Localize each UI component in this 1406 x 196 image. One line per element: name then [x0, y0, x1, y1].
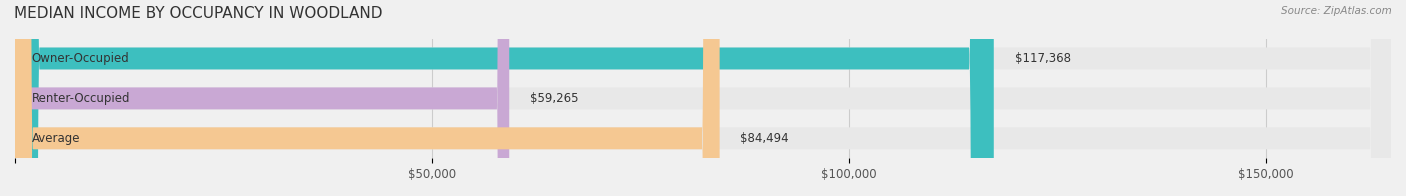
Text: $59,265: $59,265: [530, 92, 579, 105]
Text: Source: ZipAtlas.com: Source: ZipAtlas.com: [1281, 6, 1392, 16]
FancyBboxPatch shape: [15, 0, 720, 196]
FancyBboxPatch shape: [15, 0, 994, 196]
Text: Average: Average: [32, 132, 80, 145]
Text: MEDIAN INCOME BY OCCUPANCY IN WOODLAND: MEDIAN INCOME BY OCCUPANCY IN WOODLAND: [14, 6, 382, 21]
FancyBboxPatch shape: [15, 0, 1391, 196]
Text: $84,494: $84,494: [741, 132, 789, 145]
FancyBboxPatch shape: [15, 0, 509, 196]
Text: $117,368: $117,368: [1015, 52, 1070, 65]
Text: Owner-Occupied: Owner-Occupied: [32, 52, 129, 65]
FancyBboxPatch shape: [15, 0, 1391, 196]
FancyBboxPatch shape: [15, 0, 1391, 196]
Text: Renter-Occupied: Renter-Occupied: [32, 92, 131, 105]
